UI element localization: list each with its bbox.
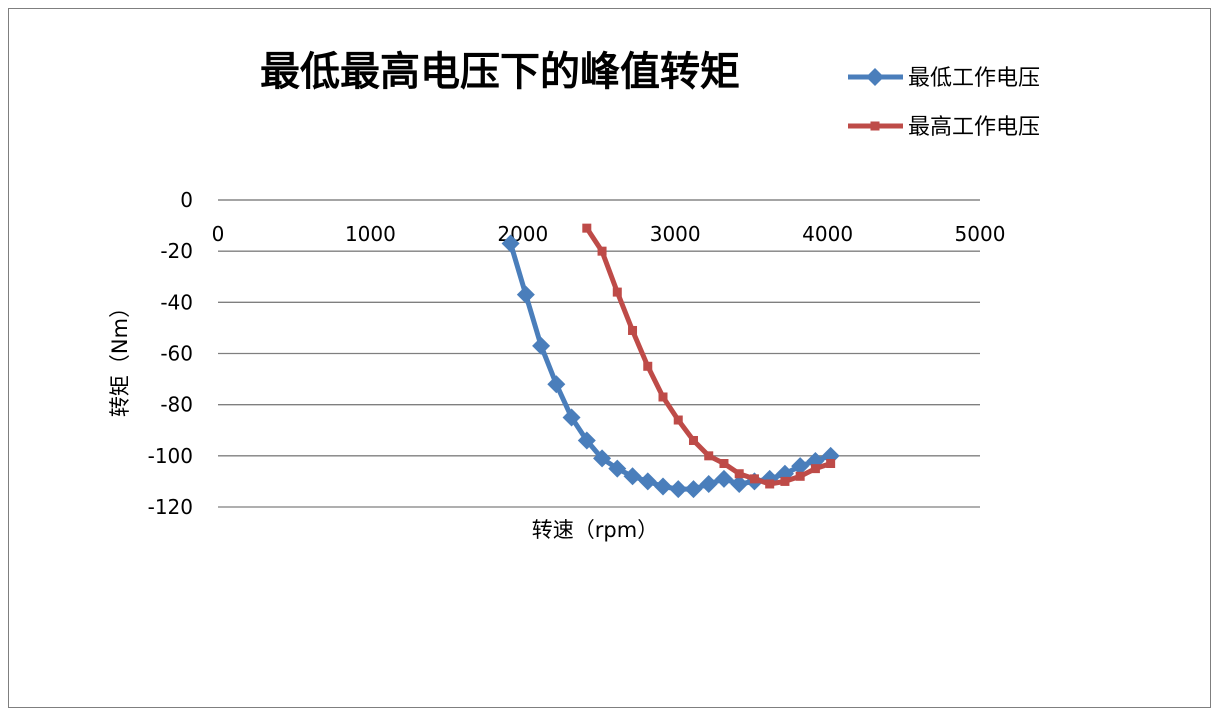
data-point bbox=[658, 392, 668, 402]
y-axis-label: 转矩（Nm） bbox=[108, 297, 132, 417]
data-point bbox=[780, 476, 790, 486]
data-point bbox=[608, 459, 627, 478]
data-point bbox=[669, 480, 688, 499]
data-point bbox=[643, 361, 653, 371]
data-point bbox=[582, 223, 592, 233]
y-tick-label: -100 bbox=[148, 444, 193, 468]
y-tick-label: -40 bbox=[160, 290, 193, 314]
series-1 bbox=[501, 234, 840, 499]
data-point bbox=[562, 408, 581, 427]
legend-label: 最高工作电压 bbox=[908, 115, 1040, 140]
legend-item: 最低工作电压 bbox=[848, 66, 1040, 91]
y-tick-label: -80 bbox=[160, 393, 193, 417]
x-tick-label: 5000 bbox=[955, 222, 1006, 246]
data-point bbox=[547, 375, 566, 394]
chart-frame bbox=[8, 8, 1211, 708]
x-tick-labels: 0 1000 2000 3000 4000 5000 bbox=[212, 222, 1006, 246]
y-tick-label: 0 bbox=[180, 188, 193, 212]
data-point bbox=[593, 449, 612, 468]
data-point bbox=[577, 431, 596, 450]
legend-item: 最高工作电压 bbox=[848, 115, 1040, 140]
data-point bbox=[623, 467, 642, 486]
data-point bbox=[704, 451, 714, 461]
y-tick-label: -120 bbox=[148, 495, 193, 519]
data-point bbox=[699, 474, 718, 493]
series-line bbox=[508, 241, 834, 492]
data-point bbox=[673, 415, 683, 425]
y-tick-labels: 0 -20 -40 -60 -80 -100 -120 bbox=[148, 188, 193, 519]
data-point bbox=[795, 471, 805, 481]
x-axis-label: 转速（rpm） bbox=[532, 518, 658, 542]
x-tick-label: 0 bbox=[212, 222, 225, 246]
data-point bbox=[714, 469, 733, 488]
x-tick-label: 3000 bbox=[650, 222, 701, 246]
data-point bbox=[628, 325, 638, 335]
series-2 bbox=[582, 223, 836, 489]
data-point bbox=[688, 435, 698, 445]
series-line bbox=[584, 225, 834, 487]
data-point bbox=[791, 457, 810, 476]
data-point bbox=[730, 474, 749, 493]
data-point bbox=[734, 469, 744, 479]
series-layer bbox=[501, 223, 840, 499]
data-point bbox=[597, 246, 607, 256]
data-point bbox=[516, 285, 535, 304]
data-point bbox=[654, 477, 673, 496]
data-point bbox=[532, 336, 551, 355]
legend-marker bbox=[870, 121, 880, 131]
data-point bbox=[826, 459, 836, 469]
data-point bbox=[719, 459, 729, 469]
y-tick-label: -20 bbox=[160, 239, 193, 263]
data-point bbox=[765, 479, 775, 489]
chart-title: 最低最高电压下的峰值转矩 bbox=[260, 49, 740, 95]
data-point bbox=[501, 234, 520, 253]
y-tick-label: -60 bbox=[160, 342, 193, 366]
data-point bbox=[810, 464, 820, 474]
legend-label: 最低工作电压 bbox=[908, 66, 1040, 91]
data-point bbox=[638, 472, 657, 491]
x-tick-label: 1000 bbox=[345, 222, 396, 246]
data-point bbox=[684, 480, 703, 499]
data-point bbox=[749, 474, 759, 484]
x-tick-label: 4000 bbox=[802, 222, 853, 246]
legend-marker bbox=[866, 68, 884, 86]
data-point bbox=[612, 287, 622, 297]
